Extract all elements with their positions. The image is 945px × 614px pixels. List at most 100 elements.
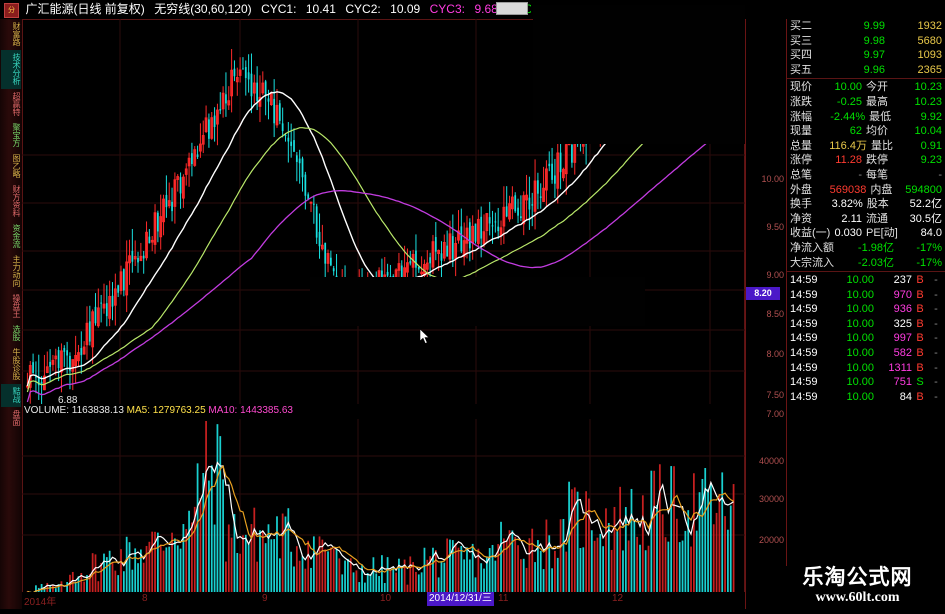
- flow-row-1: 大宗流入-2.03亿-17%: [787, 256, 945, 271]
- tick-side: B: [912, 390, 928, 405]
- stat-value-left: 2.11: [832, 212, 866, 227]
- sidebar-item-label: 超赢特: [12, 92, 21, 116]
- flow-label: 大宗流入: [787, 256, 850, 271]
- price-tick-1: 9.50: [766, 222, 784, 232]
- cursor-date-tag: 2014/12/31/三: [427, 592, 494, 606]
- stat-value-right: 52.2亿: [898, 197, 945, 212]
- bid-label: 买五: [787, 63, 832, 78]
- left-vertical-toolbar[interactable]: 财富路技术分析超赢特聚宝方图乙略财方资料资金流主力动向操盘王选股牛股诊股黠战盘面: [0, 19, 23, 609]
- sidebar-item-11[interactable]: 黠战: [1, 384, 21, 407]
- watermark: 乐淘公式网 www.60lt.com: [770, 566, 945, 609]
- sidebar-item-1[interactable]: 技术分析: [1, 50, 21, 89]
- cyc2-label: CYC2:: [345, 0, 385, 19]
- title-bar: 分 广汇能源(日线 前复权) 无穷线(30,60,120) CYC1: 10.4…: [0, 0, 531, 20]
- tick-volume: 237: [874, 273, 912, 288]
- bid-volume: 1932: [889, 19, 945, 34]
- sidebar-item-label: 图乙略: [12, 154, 21, 178]
- tick-price: 10.00: [832, 390, 874, 405]
- stat-label-left: 涨幅: [787, 110, 830, 125]
- volume-bar-plot[interactable]: [22, 419, 745, 609]
- window-controls[interactable]: [496, 2, 528, 15]
- stat-value-left: -0.25: [832, 95, 866, 110]
- tick-volume: 325: [874, 317, 912, 332]
- sidebar-item-12[interactable]: 盘面: [1, 407, 21, 430]
- tick-price: 10.00: [832, 288, 874, 303]
- bid-price: 9.96: [832, 63, 889, 78]
- tick-side: B: [912, 346, 928, 361]
- stat-value-left: 3.82%: [832, 197, 867, 212]
- sidebar-item-label: 技术分析: [12, 53, 21, 85]
- stat-value-left: 0.030: [832, 226, 866, 241]
- tick-volume: 84: [874, 390, 912, 405]
- sidebar-item-label: 选股: [12, 325, 21, 341]
- tick-volume: 582: [874, 346, 912, 361]
- sidebar-item-label: 财富路: [12, 22, 21, 46]
- tick-price: 10.00: [832, 317, 874, 332]
- sidebar-item-6[interactable]: 资金流: [1, 221, 21, 252]
- tick-delta: -: [928, 346, 944, 361]
- stat-value-right: 594800: [901, 183, 945, 198]
- sidebar-item-4[interactable]: 图乙略: [1, 151, 21, 182]
- stat-value-right: 0.91: [901, 139, 945, 154]
- sidebar-item-2[interactable]: 超赢特: [1, 89, 21, 120]
- sidebar-item-0[interactable]: 财富路: [1, 19, 21, 50]
- tick-delta: -: [928, 273, 944, 288]
- sidebar-item-9[interactable]: 选股: [1, 322, 21, 345]
- stat-label-left: 外盘: [787, 183, 830, 198]
- stat-label-right: 内盘: [870, 183, 900, 198]
- tick-time: 14:59: [787, 288, 832, 303]
- bid-volume: 2365: [889, 63, 945, 78]
- sidebar-item-8[interactable]: 操盘王: [1, 291, 21, 322]
- flow-percent: -17%: [898, 256, 945, 271]
- price-tick-0: 10.00: [761, 174, 784, 184]
- watermark-en: www.60lt.com: [770, 589, 945, 606]
- sidebar-item-10[interactable]: 牛股诊股: [1, 345, 21, 384]
- tick-delta: -: [928, 390, 944, 405]
- sidebar-item-7[interactable]: 主力动向: [1, 252, 21, 291]
- stat-value-right: 30.5亿: [898, 212, 945, 227]
- tick-price: 10.00: [832, 273, 874, 288]
- bid-price: 9.99: [832, 19, 889, 34]
- tick-delta: -: [928, 361, 944, 376]
- flow-row-0: 净流入额-1.98亿-17%: [787, 241, 945, 256]
- tick-time: 14:59: [787, 302, 832, 317]
- tick-time: 14:59: [787, 273, 832, 288]
- sidebar-item-5[interactable]: 财方资料: [1, 182, 21, 221]
- tick-time: 14:59: [787, 346, 832, 361]
- tick-price: 10.00: [832, 331, 874, 346]
- tick-volume: 997: [874, 331, 912, 346]
- stat-value-left: 116.4万: [829, 139, 871, 154]
- bid-volume: 5680: [889, 34, 945, 49]
- stat-label-right: PE[动]: [866, 226, 898, 241]
- sidebar-item-label: 操盘王: [12, 294, 21, 318]
- volume-value: 1163838.13: [72, 405, 124, 416]
- bid-volume: 1093: [889, 48, 945, 63]
- tick-side: B: [912, 317, 928, 332]
- stat-label-right: 最低: [869, 110, 900, 125]
- tick-volume: 936: [874, 302, 912, 317]
- tick-side: B: [912, 331, 928, 346]
- sidebar-item-3[interactable]: 聚宝方: [1, 120, 21, 151]
- tick-volume: 1311: [874, 361, 912, 376]
- tick-delta: -: [928, 331, 944, 346]
- sidebar-item-label: 主力动向: [12, 255, 21, 287]
